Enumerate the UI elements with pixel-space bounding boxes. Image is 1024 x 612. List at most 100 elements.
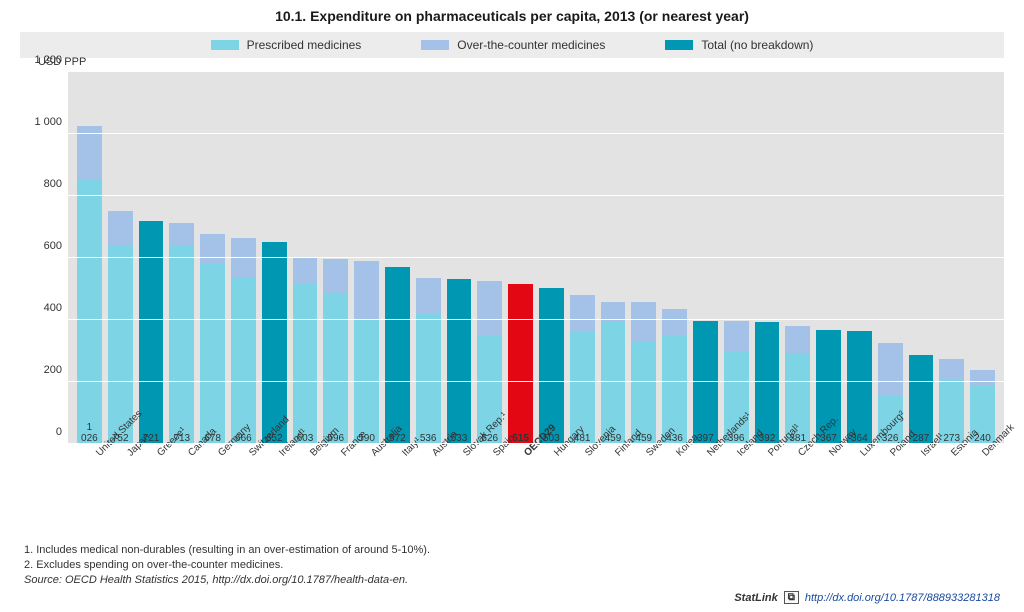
- bar: 481: [570, 295, 595, 444]
- legend-item-otc: Over-the-counter medicines: [421, 38, 605, 52]
- plot-area: 1 02675272171367866665260359659057253653…: [68, 72, 1004, 444]
- bar-slot: 752: [105, 72, 136, 444]
- legend-label-total: Total (no breakdown): [701, 38, 813, 52]
- footnotes: 1. Includes medical non-durables (result…: [24, 543, 430, 588]
- bar: 596: [323, 259, 348, 444]
- statlink-label: StatLink: [734, 592, 777, 604]
- bar-seg-prescribed: [323, 294, 348, 444]
- legend-label-otc: Over-the-counter medicines: [457, 38, 605, 52]
- bar-slot: 326: [875, 72, 906, 444]
- y-tick-label: 1 000: [34, 116, 62, 128]
- statlink-url[interactable]: http://dx.doi.org/10.1787/888933281318: [805, 592, 1000, 604]
- x-labels-container: United StatesJapanGreece¹CanadaGermanySw…: [76, 444, 1004, 534]
- bar-seg-total: [539, 288, 564, 444]
- bar-seg-prescribed: [416, 314, 441, 444]
- bar-slot: 721: [136, 72, 167, 444]
- bar-seg-otc: [570, 295, 595, 332]
- bar-seg-otc: [416, 278, 441, 314]
- bar-seg-total: [755, 322, 780, 444]
- bar-slot: 287: [906, 72, 937, 444]
- bar: 721: [139, 221, 164, 445]
- bar-slot: 364: [844, 72, 875, 444]
- bar-slot: 392: [752, 72, 783, 444]
- y-tick-label: 600: [44, 240, 62, 252]
- x-label-slot: Netherlands¹: [693, 444, 724, 534]
- bar: 533: [447, 279, 472, 444]
- x-label-slot: Greece¹: [143, 444, 174, 534]
- bar-slot: 1 026: [74, 72, 105, 444]
- x-label-slot: Japan: [113, 444, 144, 534]
- bar-seg-otc: [939, 359, 964, 379]
- gridline: [68, 319, 1004, 320]
- bar-seg-total: [693, 321, 718, 444]
- x-label-slot: Belgium: [296, 444, 327, 534]
- bar-slot: 590: [351, 72, 382, 444]
- bar-slot: 436: [659, 72, 690, 444]
- bar-seg-otc: [108, 211, 133, 246]
- bars-container: 1 02675272171367866665260359659057253653…: [68, 72, 1004, 444]
- x-label-slot: Canada: [174, 444, 205, 534]
- y-tick-label: 1 200: [34, 54, 62, 66]
- x-label-slot: Korea: [662, 444, 693, 534]
- x-label-slot: Portugal¹: [754, 444, 785, 534]
- bar-seg-otc: [323, 259, 348, 293]
- statlink: StatLink ⧉ http://dx.doi.org/10.1787/888…: [734, 591, 1000, 604]
- x-label-slot: Denmark: [967, 444, 998, 534]
- legend-bar: Prescribed medicines Over-the-counter me…: [20, 32, 1004, 58]
- x-label-slot: Australia: [357, 444, 388, 534]
- bar-slot: 240: [967, 72, 998, 444]
- bar: 459: [631, 302, 656, 444]
- bar-seg-otc: [200, 234, 225, 263]
- source-prefix: Source:: [24, 574, 62, 586]
- bar: 572: [385, 267, 410, 444]
- legend-swatch-otc: [421, 40, 449, 50]
- bar-seg-otc: [293, 257, 318, 283]
- bar-slot: 666: [228, 72, 259, 444]
- legend-item-prescribed: Prescribed medicines: [211, 38, 362, 52]
- x-label-slot: Sweden: [632, 444, 663, 534]
- bar-slot: 515: [505, 72, 536, 444]
- bar-seg-otc: [970, 370, 995, 386]
- gridline: [68, 381, 1004, 382]
- bar-slot: 367: [813, 72, 844, 444]
- x-label-slot: Hungary: [540, 444, 571, 534]
- x-label-slot: Slovenia: [571, 444, 602, 534]
- gridline: [68, 443, 1004, 444]
- source-suffix: .: [405, 574, 408, 586]
- plot-wrap: USD PPP 1 026752721713678666652603596590…: [60, 64, 1004, 444]
- bar-slot: 678: [197, 72, 228, 444]
- bar-slot: 603: [290, 72, 321, 444]
- bar: 459: [601, 302, 626, 444]
- x-label-slot: Czech Rep.: [784, 444, 815, 534]
- x-label-slot: Switzerland: [235, 444, 266, 534]
- bar-seg-otc: [354, 261, 379, 320]
- bar: 273: [939, 359, 964, 444]
- bar: 436: [662, 309, 687, 444]
- x-label-slot: Poland: [876, 444, 907, 534]
- bar-slot: 713: [166, 72, 197, 444]
- bar-slot: 459: [628, 72, 659, 444]
- bar-seg-otc: [878, 343, 903, 396]
- x-label-slot: Finland: [601, 444, 632, 534]
- legend-swatch-total: [665, 40, 693, 50]
- bar: 392: [755, 322, 780, 444]
- bar: 666: [231, 238, 256, 444]
- bar: 515: [508, 284, 533, 444]
- legend-label-prescribed: Prescribed medicines: [247, 38, 362, 52]
- bar-seg-total: [139, 221, 164, 445]
- legend-swatch-prescribed: [211, 40, 239, 50]
- bar-slot: 459: [598, 72, 629, 444]
- x-label-slot: Norway: [815, 444, 846, 534]
- bar-slot: 396: [721, 72, 752, 444]
- y-tick-label: 200: [44, 364, 62, 376]
- bar: 603: [293, 257, 318, 444]
- bar: 1 026: [77, 126, 102, 444]
- chart-title: 10.1. Expenditure on pharmaceuticals per…: [20, 8, 1004, 24]
- bar-slot: 652: [259, 72, 290, 444]
- bar-slot: 572: [382, 72, 413, 444]
- statlink-icon: ⧉: [784, 591, 799, 604]
- bar-slot: 381: [782, 72, 813, 444]
- bar-seg-otc: [477, 281, 502, 336]
- x-label-slot: Luxembourg²: [845, 444, 876, 534]
- x-label-slot: OECD29: [509, 444, 540, 534]
